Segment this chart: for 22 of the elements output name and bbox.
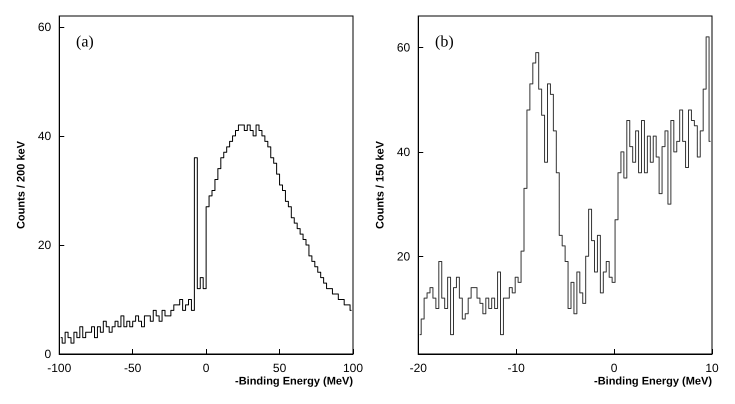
y-tick-label: 60 [396, 40, 411, 54]
x-tick-label: 0 [610, 361, 618, 375]
y-tick-label: 0 [44, 347, 52, 361]
y-axis-title: Counts / 150 keV [374, 140, 386, 230]
x-tick-label: -100 [47, 361, 72, 375]
x-tick-label: 100 [342, 361, 364, 375]
y-tick-label: 60 [38, 20, 52, 34]
y-tick-label: 40 [38, 128, 52, 143]
annotation: (a) [76, 34, 94, 50]
x-tick-label: -50 [124, 361, 142, 375]
y-tick-label: 20 [396, 249, 411, 264]
x-axis-title: -Binding Energy (MeV) [594, 376, 712, 388]
annotation: (b) [435, 34, 454, 50]
y-tick-label: 20 [38, 238, 52, 252]
y-tick-label: 40 [396, 144, 411, 159]
x-tick-label: 0 [202, 361, 210, 375]
x-tick-label: 50 [272, 361, 287, 375]
x-tick-label: -20 [410, 361, 428, 375]
x-tick-label: 10 [705, 361, 719, 375]
x-axis-title: -Binding Energy (MeV) [235, 376, 354, 388]
y-axis-title: Counts / 200 keV [16, 140, 28, 230]
x-tick-label: -10 [507, 361, 526, 375]
